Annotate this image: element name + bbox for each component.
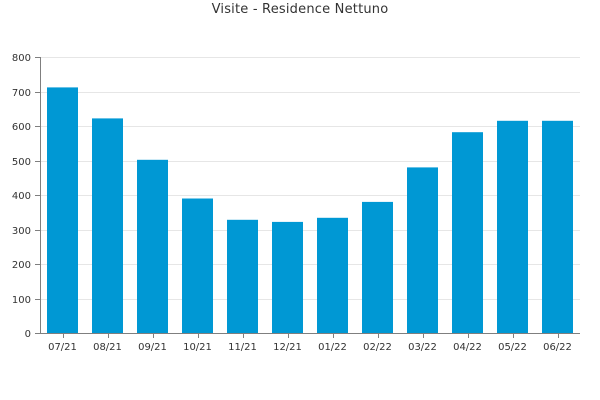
x-tick-label: 11/21 (228, 342, 257, 353)
bar-12-21 (272, 221, 303, 333)
x-tick-label: 12/21 (273, 342, 302, 353)
y-tick-label: 100 (12, 295, 31, 306)
bar-11-21 (227, 219, 258, 333)
x-tick-label: 04/22 (453, 342, 482, 353)
chart-title: Visite - Residence Nettuno (211, 2, 389, 17)
y-tick-label: 500 (12, 157, 31, 168)
bar-01-22 (317, 217, 348, 333)
y-tick-label: 600 (12, 122, 31, 133)
bar-07-21 (47, 87, 78, 334)
y-tick-label: 200 (12, 260, 31, 271)
x-tick-label: 10/21 (183, 342, 212, 353)
y-tick-label: 300 (12, 226, 31, 237)
bar-03-22 (407, 167, 438, 333)
x-tick-label: 07/21 (48, 342, 77, 353)
x-tick-label: 06/22 (543, 342, 572, 353)
x-tick-label: 01/22 (318, 342, 347, 353)
y-tick-label: 400 (12, 191, 31, 202)
y-tick-label: 700 (12, 88, 31, 99)
bar-10-21 (182, 198, 213, 333)
x-tick-label: 05/22 (498, 342, 527, 353)
bar-05-22 (497, 120, 528, 333)
y-tick-label: 0 (25, 329, 31, 340)
x-tick-label: 03/22 (408, 342, 437, 353)
bar-04-22 (452, 132, 483, 333)
bar-06-22 (542, 120, 573, 333)
x-tick-label: 08/21 (93, 342, 122, 353)
bar-09-21 (137, 159, 168, 333)
bar-02-22 (362, 201, 393, 333)
x-tick-label: 02/22 (363, 342, 392, 353)
y-tick-label: 800 (12, 53, 31, 64)
x-tick-label: 09/21 (138, 342, 167, 353)
bar-08-21 (92, 118, 123, 334)
